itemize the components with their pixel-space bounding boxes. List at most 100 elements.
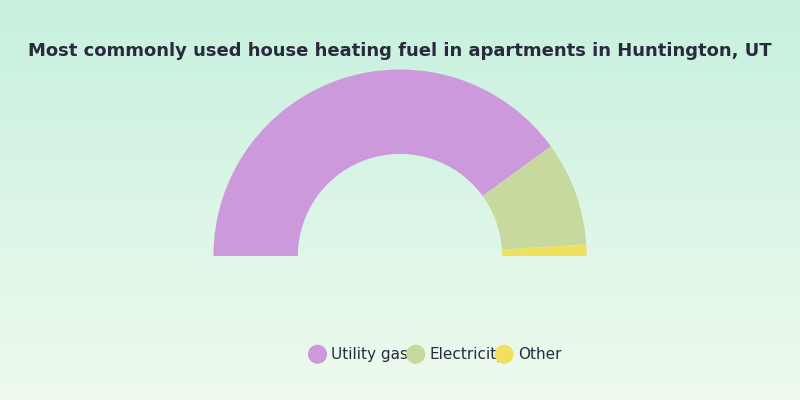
Bar bbox=[0, 211, 800, 212]
Bar bbox=[0, 352, 800, 353]
Bar bbox=[0, 67, 800, 68]
Bar bbox=[0, 20, 800, 21]
Bar bbox=[0, 187, 800, 188]
Bar bbox=[0, 281, 800, 283]
Bar bbox=[0, 9, 800, 11]
Bar bbox=[0, 221, 800, 223]
Bar bbox=[0, 147, 800, 148]
Bar bbox=[0, 149, 800, 151]
Bar bbox=[0, 152, 800, 153]
Bar bbox=[0, 205, 800, 207]
Bar bbox=[0, 359, 800, 360]
Bar bbox=[0, 264, 800, 265]
Bar bbox=[0, 16, 800, 17]
Bar bbox=[0, 289, 800, 291]
Bar bbox=[0, 160, 800, 161]
Bar bbox=[0, 197, 800, 199]
Bar bbox=[0, 60, 800, 61]
Bar bbox=[0, 261, 800, 263]
Bar bbox=[0, 57, 800, 59]
Bar bbox=[0, 263, 800, 264]
Bar bbox=[0, 292, 800, 293]
Bar bbox=[0, 203, 800, 204]
Bar bbox=[0, 76, 800, 77]
Bar bbox=[0, 245, 800, 247]
Bar bbox=[0, 207, 800, 208]
Bar bbox=[0, 97, 800, 99]
Bar bbox=[0, 383, 800, 384]
Bar bbox=[0, 53, 800, 55]
Bar bbox=[0, 319, 800, 320]
Bar bbox=[0, 12, 800, 13]
Bar bbox=[0, 311, 800, 312]
Bar bbox=[0, 229, 800, 231]
Wedge shape bbox=[214, 70, 551, 256]
Bar bbox=[0, 329, 800, 331]
Text: Most commonly used house heating fuel in apartments in Huntington, UT: Most commonly used house heating fuel in… bbox=[28, 42, 772, 60]
Bar bbox=[0, 348, 800, 349]
Bar bbox=[0, 316, 800, 317]
Bar bbox=[0, 235, 800, 236]
Bar bbox=[0, 204, 800, 205]
Bar bbox=[0, 168, 800, 169]
Bar bbox=[0, 31, 800, 32]
Bar bbox=[0, 291, 800, 292]
Bar bbox=[0, 21, 800, 23]
Bar bbox=[0, 5, 800, 7]
Bar bbox=[0, 301, 800, 303]
Bar bbox=[0, 201, 800, 203]
Bar bbox=[0, 148, 800, 149]
Bar bbox=[0, 313, 800, 315]
Bar bbox=[0, 225, 800, 227]
Bar bbox=[0, 4, 800, 5]
Bar bbox=[0, 141, 800, 143]
Bar bbox=[0, 32, 800, 33]
Bar bbox=[0, 340, 800, 341]
Bar bbox=[0, 85, 800, 87]
Bar bbox=[0, 293, 800, 295]
Bar bbox=[0, 220, 800, 221]
Bar bbox=[0, 68, 800, 69]
Bar bbox=[0, 100, 800, 101]
Bar bbox=[0, 179, 800, 180]
Bar bbox=[0, 249, 800, 251]
Bar bbox=[0, 39, 800, 40]
Bar bbox=[0, 64, 800, 65]
Bar bbox=[0, 77, 800, 79]
Bar bbox=[0, 251, 800, 252]
Bar bbox=[0, 173, 800, 175]
Bar bbox=[0, 43, 800, 44]
Bar bbox=[0, 175, 800, 176]
Bar bbox=[0, 65, 800, 67]
Bar bbox=[0, 89, 800, 91]
Bar bbox=[0, 339, 800, 340]
Bar bbox=[0, 241, 800, 243]
Bar bbox=[0, 331, 800, 332]
Bar bbox=[0, 19, 800, 20]
Bar bbox=[0, 396, 800, 397]
Bar bbox=[0, 52, 800, 53]
Circle shape bbox=[495, 346, 513, 363]
Bar bbox=[0, 244, 800, 245]
Bar bbox=[0, 299, 800, 300]
Bar bbox=[0, 144, 800, 145]
Bar bbox=[0, 185, 800, 187]
Bar bbox=[0, 381, 800, 383]
Bar bbox=[0, 377, 800, 379]
Bar bbox=[0, 355, 800, 356]
Bar bbox=[0, 372, 800, 373]
Bar bbox=[0, 153, 800, 155]
Bar bbox=[0, 369, 800, 371]
Bar bbox=[0, 93, 800, 95]
Bar bbox=[0, 23, 800, 24]
Bar bbox=[0, 157, 800, 159]
Bar bbox=[0, 28, 800, 29]
Bar bbox=[0, 327, 800, 328]
Bar bbox=[0, 72, 800, 73]
Bar bbox=[0, 307, 800, 308]
Bar bbox=[0, 95, 800, 96]
Bar bbox=[0, 195, 800, 196]
Bar bbox=[0, 380, 800, 381]
Bar bbox=[0, 36, 800, 37]
Bar bbox=[0, 384, 800, 385]
